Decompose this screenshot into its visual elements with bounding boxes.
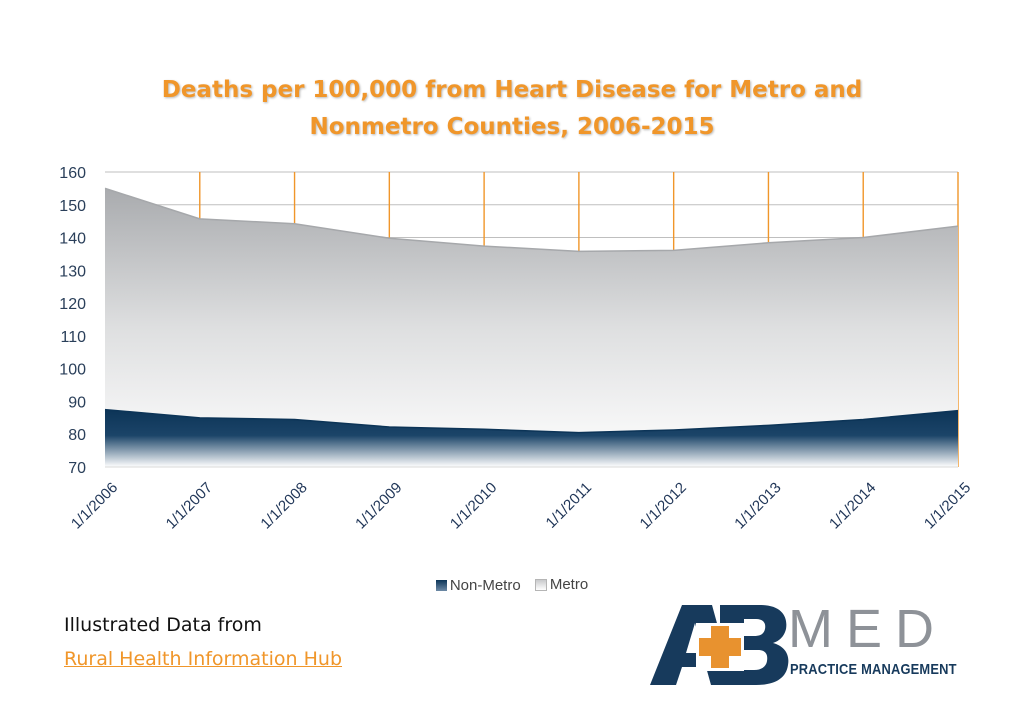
source-caption: Illustrated Data from xyxy=(64,614,262,636)
ab-logo-mark xyxy=(650,605,789,685)
logo-med-word: MED xyxy=(788,599,947,659)
x-tick-label: 1/1/2008 xyxy=(257,479,310,532)
x-tick-label: 1/1/2014 xyxy=(826,479,879,532)
y-tick-label: 140 xyxy=(59,231,86,248)
chart-title-line-2: Nonmetro Counties, 2006-2015 xyxy=(309,114,715,140)
x-tick-label: 1/1/2012 xyxy=(637,479,690,532)
x-tick-label: 1/1/2011 xyxy=(543,479,596,532)
y-tick-label: 90 xyxy=(68,394,86,411)
legend-swatch-nonmetro xyxy=(435,579,447,591)
legend: Non-Metro Metro xyxy=(0,576,1024,595)
line-metro xyxy=(104,187,959,253)
x-tick-label: 1/1/2015 xyxy=(921,479,974,532)
line-nonmetro xyxy=(104,408,959,434)
y-tick-label: 120 xyxy=(59,296,86,313)
y-tick-label: 130 xyxy=(59,263,86,280)
y-tick-label: 110 xyxy=(60,329,86,346)
area-metro xyxy=(105,188,958,467)
legend-label-nonmetro: Non-Metro xyxy=(449,576,521,594)
area-nonmetro xyxy=(105,409,958,467)
y-tick-label: 70 xyxy=(68,460,86,477)
legend-item-metro: Metro xyxy=(534,576,589,593)
x-tick-label: 1/1/2007 xyxy=(163,479,216,532)
x-tick-label: 1/1/2009 xyxy=(352,479,405,532)
y-tick-label: 160 xyxy=(59,165,86,182)
y-tick-label: 150 xyxy=(59,198,86,215)
logo-tagline: PRACTICE MANAGEMENT xyxy=(790,661,957,678)
legend-label-metro: Metro xyxy=(549,576,589,593)
chart-title-line-1: Deaths per 100,000 from Heart Disease fo… xyxy=(161,77,863,103)
y-tick-label: 100 xyxy=(59,362,86,379)
x-tick-label: 1/1/2010 xyxy=(447,479,500,532)
x-tick-label: 1/1/2013 xyxy=(731,479,784,532)
area-chart: 70 80 90 100 110 120 130 140 150 160 1/1/2006 1/1/2… xyxy=(59,165,974,532)
legend-item-nonmetro: Non-Metro xyxy=(435,576,521,594)
company-logo: MED PRACTICE MANAGEMENT xyxy=(648,599,964,687)
chart-title: Deaths per 100,000 from Heart Disease fo… xyxy=(0,72,1024,146)
x-tick-label: 1/1/2006 xyxy=(68,479,121,532)
y-tick-label: 80 xyxy=(68,427,86,444)
legend-swatch-metro xyxy=(534,578,547,591)
source-link[interactable]: Rural Health Information Hub xyxy=(64,648,343,670)
